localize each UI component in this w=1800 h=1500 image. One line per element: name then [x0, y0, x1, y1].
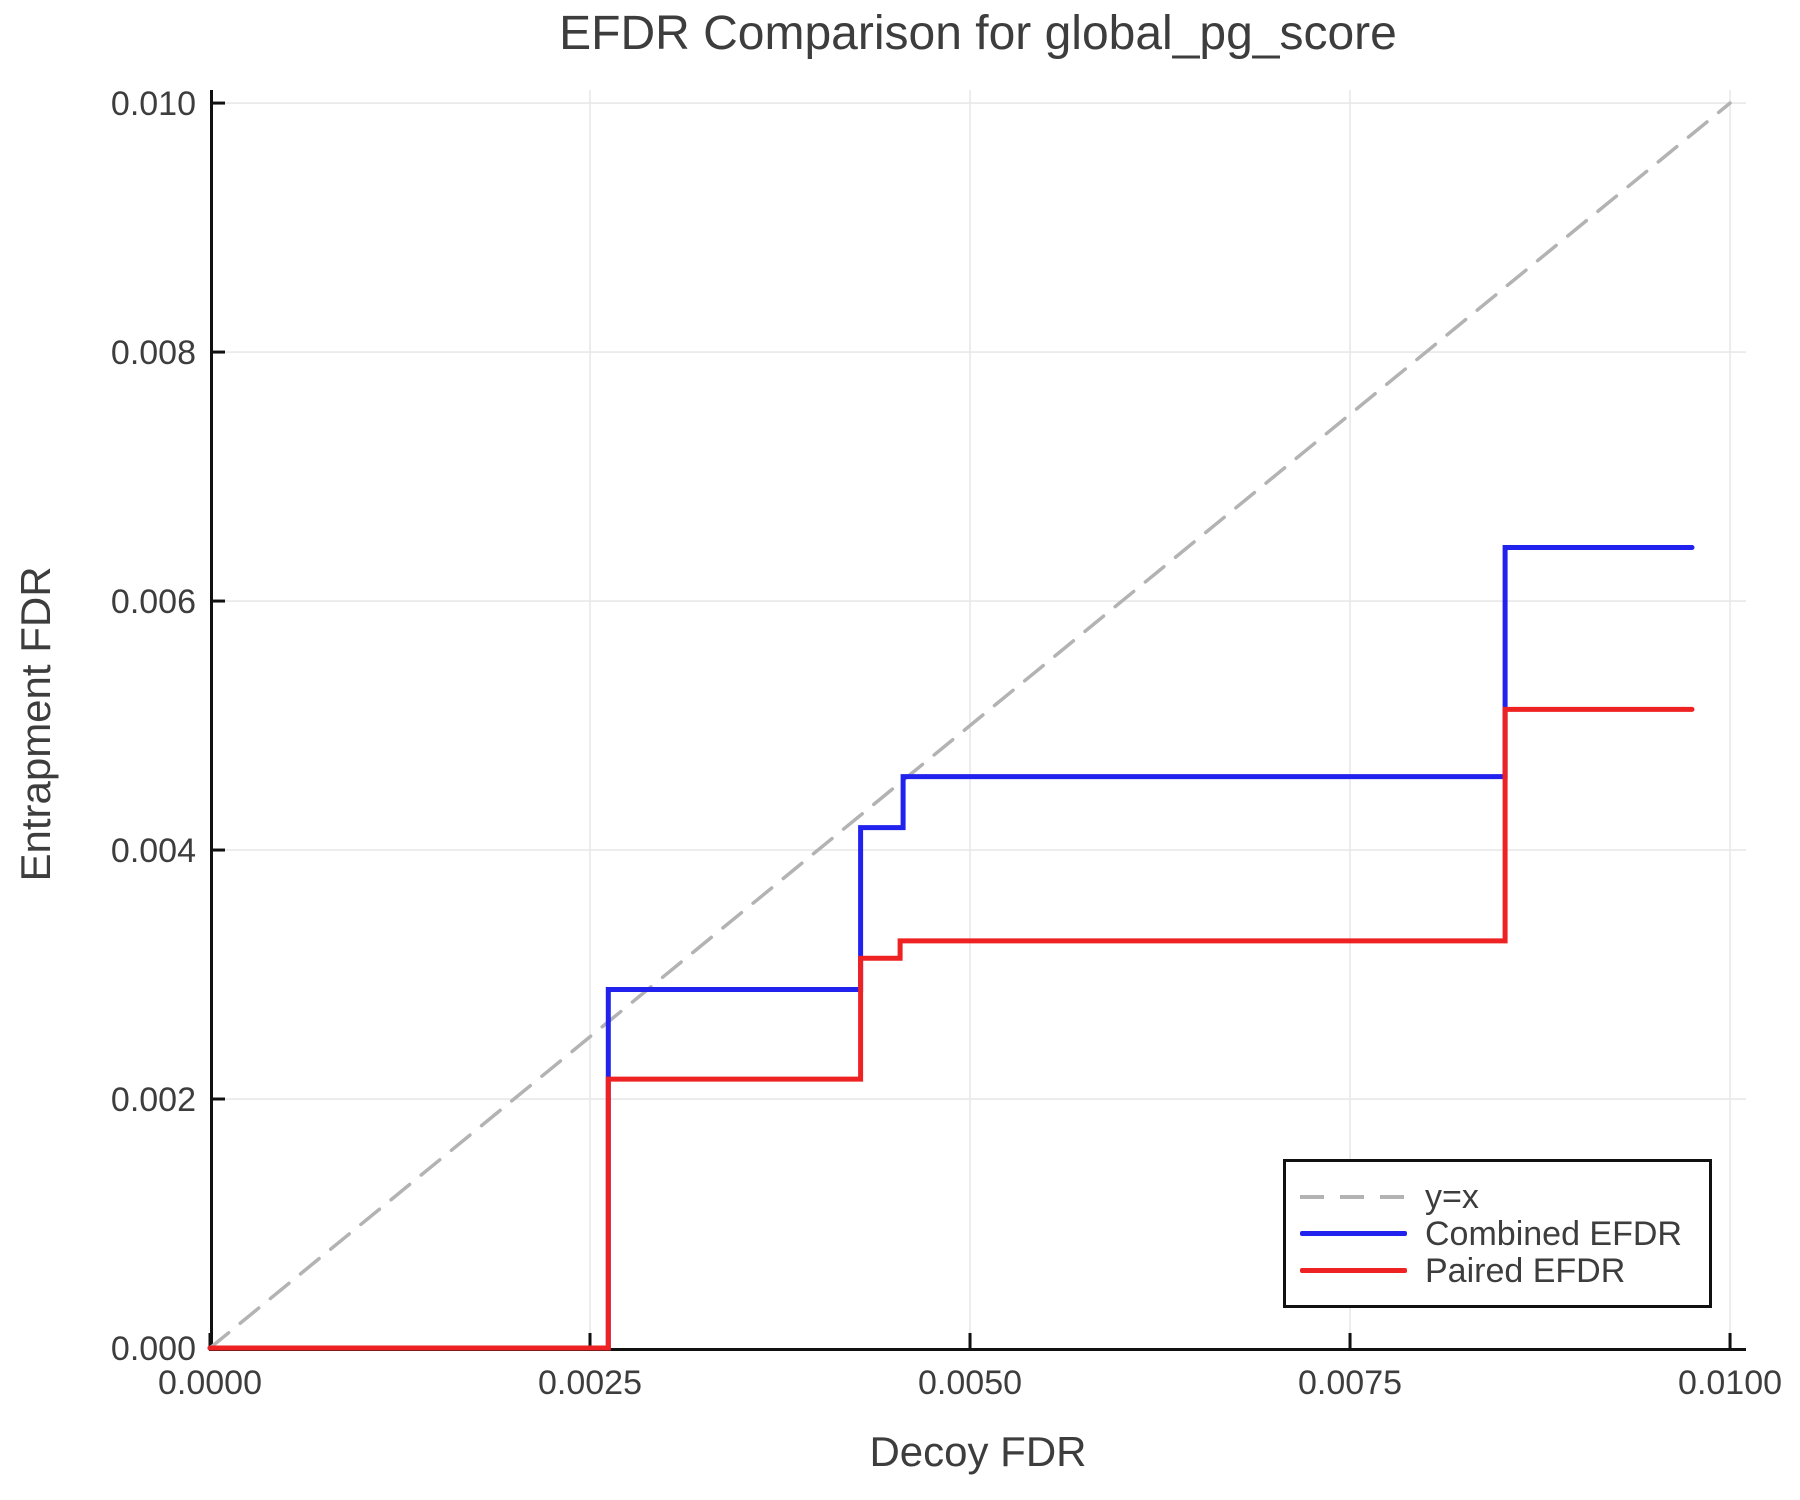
series-line-y-x [208, 101, 1732, 1350]
y-tick-label: 0.004 [111, 832, 196, 870]
x-tick-label: 0.0000 [158, 1364, 262, 1402]
chart-title: EFDR Comparison for global_pg_score [559, 7, 1397, 60]
x-tick-label: 0.0100 [1678, 1364, 1782, 1402]
x-tick-label: 0.0075 [1298, 1364, 1402, 1402]
legend-row-paired-efdr: Paired EFDR [1300, 1252, 1709, 1289]
legend-dashed-line-sample [1300, 1194, 1407, 1199]
y-tick-label: 0.006 [111, 583, 196, 621]
legend-label-yx: y=x [1425, 1177, 1479, 1216]
y-tick-label: 0.002 [111, 1081, 196, 1119]
legend: y=x Combined EFDR Paired EFDR [1283, 1159, 1712, 1308]
x-tick-label: 0.0050 [918, 1364, 1022, 1402]
series-line-paired-efdr [207, 706, 1695, 1351]
x-axis-label: Decoy FDR [869, 1428, 1087, 1475]
legend-row-yx: y=x [1300, 1178, 1709, 1215]
x-tick-label: 0.0025 [538, 1364, 642, 1402]
legend-red-line-sample [1300, 1268, 1407, 1273]
legend-row-combined-efdr: Combined EFDR [1300, 1215, 1709, 1252]
y-tick-label: 0.010 [111, 85, 196, 123]
y-tick-label: 0.008 [111, 334, 196, 372]
legend-blue-line-sample [1300, 1231, 1407, 1236]
legend-label-paired-efdr: Paired EFDR [1425, 1251, 1626, 1290]
y-tick-label: 0.000 [111, 1330, 196, 1368]
legend-label-combined-efdr: Combined EFDR [1425, 1214, 1682, 1253]
